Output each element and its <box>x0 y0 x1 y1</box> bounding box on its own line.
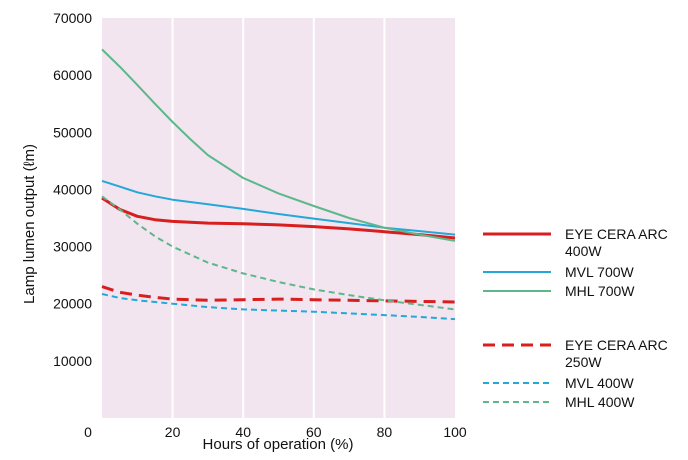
x-tick-label: 20 <box>165 424 181 440</box>
series-line-4 <box>101 285 456 304</box>
x-tick-label: 100 <box>443 424 467 440</box>
y-tick-label: 60000 <box>53 67 92 83</box>
legend-label-2: MVL 700W <box>565 264 635 280</box>
legend-label-5: MVL 400W <box>565 375 635 391</box>
series-line-6 <box>101 195 456 311</box>
x-tick-label: 80 <box>377 424 393 440</box>
y-tick-label: 30000 <box>53 239 92 255</box>
origin-tick-label: 0 <box>84 424 92 440</box>
series-line-5 <box>101 293 456 321</box>
legend-label-1: 400W <box>565 243 602 259</box>
x-tick-label: 40 <box>235 424 251 440</box>
plot-area <box>102 18 455 418</box>
legend-label-6: MHL 400W <box>565 394 635 410</box>
x-tick-label: 60 <box>306 424 322 440</box>
legend-label-4: EYE CERA ARC <box>565 337 668 353</box>
y-tick-label: 70000 <box>53 10 92 26</box>
y-tick-label: 10000 <box>53 353 92 369</box>
y-tick-label: 40000 <box>53 181 92 197</box>
legend-label-4: 250W <box>565 354 602 370</box>
legend-label-1: EYE CERA ARC <box>565 226 668 242</box>
x-axis-label: Hours of operation (%) <box>203 436 354 453</box>
y-tick-label: 20000 <box>53 296 92 312</box>
series-line-1 <box>101 196 456 240</box>
series-line-3 <box>101 48 456 242</box>
y-tick-label: 50000 <box>53 124 92 140</box>
legend-label-3: MHL 700W <box>565 283 635 299</box>
y-axis-label: Lamp lumen output (ℓm) <box>21 144 38 304</box>
